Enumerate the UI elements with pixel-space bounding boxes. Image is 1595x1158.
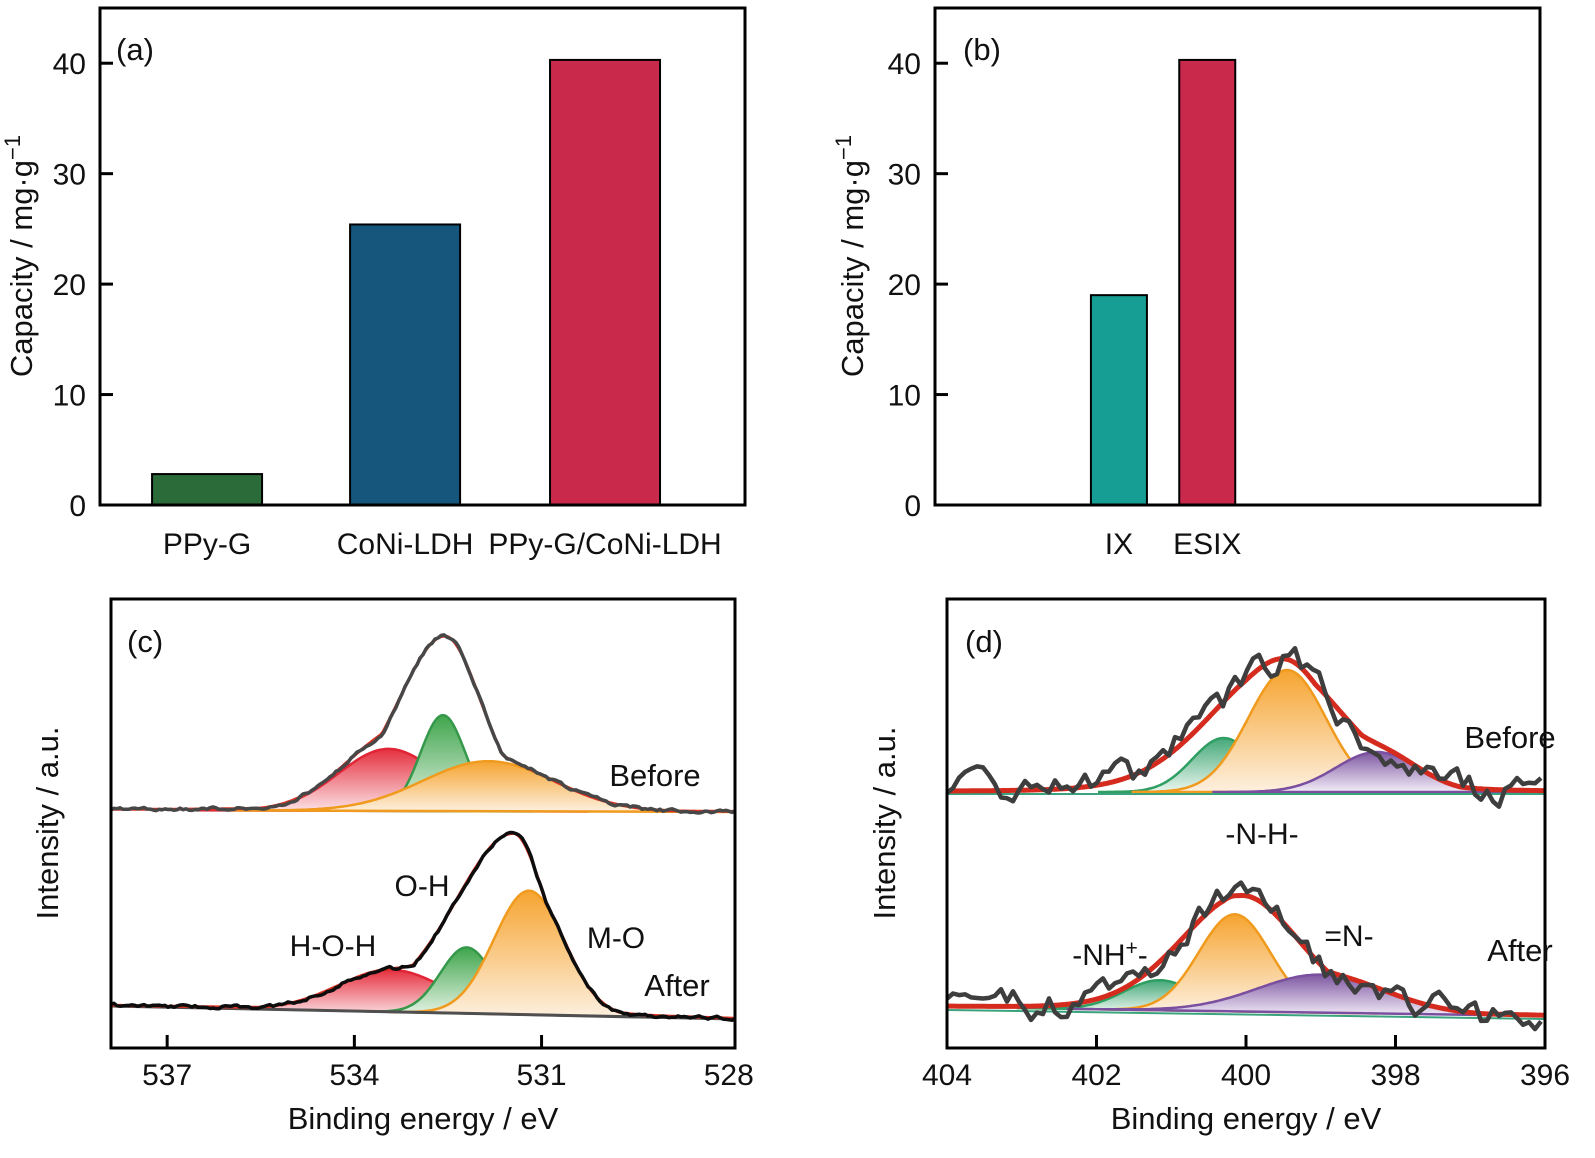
- y-tick-label: 30: [888, 159, 921, 192]
- panel-c-letter: (c): [127, 624, 163, 659]
- panel-c: 537 534 531 528: [109, 597, 754, 1092]
- panel-b-ylabel: Capacity / mg·g−1: [831, 135, 870, 377]
- category-label: CoNi-LDH: [337, 528, 474, 561]
- category-label: PPy-G/CoNi-LDH: [488, 528, 721, 561]
- bar-ESIX: [1178, 58, 1237, 507]
- labels-layer: Capacity / mg·g−1 (a) Capacity / mg·g−1 …: [0, 32, 1556, 1136]
- y-tick-label: 10: [888, 380, 921, 413]
- panel-border: [109, 597, 737, 1050]
- baseline-line: [948, 1009, 1544, 1020]
- annotation-hoh: H-O-H: [290, 930, 377, 963]
- panel-border: [98, 6, 747, 507]
- x-tick-label: 400: [1221, 1059, 1271, 1092]
- y-tick-label: 0: [904, 490, 921, 523]
- y-tick-label: 30: [53, 159, 86, 192]
- measured-line: [948, 880, 1543, 1032]
- y-tick-label: 20: [888, 269, 921, 302]
- x-tick-label: 404: [922, 1059, 972, 1092]
- x-tick-label: 528: [704, 1059, 754, 1092]
- annotation-n-eq: =N-: [1324, 920, 1373, 953]
- label-after-d: After: [1487, 933, 1552, 968]
- panel-a: 0 10 20 30 40 PPy-G CoNi-LDH PPy-G/CoNi-LDH: [53, 6, 747, 561]
- panel-d-ylabel: Intensity / a.u.: [867, 727, 902, 920]
- bar-PPy-G: [151, 473, 264, 507]
- label-after-c: After: [644, 968, 709, 1003]
- panel-b-letter: (b): [963, 32, 1001, 67]
- x-tick-label: 531: [517, 1059, 567, 1092]
- panel-a-letter: (a): [116, 32, 154, 67]
- panel-d-letter: (d): [965, 624, 1003, 659]
- y-tick-label: 20: [53, 269, 86, 302]
- category-label: IX: [1105, 528, 1133, 561]
- y-tick-label: 40: [888, 48, 921, 81]
- panel-a-ylabel: Capacity / mg·g−1: [0, 135, 39, 377]
- category-label: ESIX: [1173, 528, 1241, 561]
- label-before-c: Before: [609, 758, 700, 793]
- bar-IX: [1089, 294, 1148, 506]
- plots-layer: 0 10 20 30 40 PPy-G CoNi-LDH PPy-G/CoNi-LDH 0 10 2…: [53, 6, 1570, 1092]
- annotation-oh: O-H: [395, 870, 450, 903]
- measured-line: [112, 830, 734, 1023]
- panel-border: [933, 6, 1542, 507]
- annotation-nh: -N-H-: [1225, 818, 1298, 851]
- category-label: PPy-G: [163, 528, 251, 561]
- x-tick-label: 537: [142, 1059, 192, 1092]
- label-before-d: Before: [1464, 720, 1555, 755]
- annotation-mo: M-O: [587, 922, 645, 955]
- x-tick-label: 534: [329, 1059, 379, 1092]
- x-tick-label: 396: [1520, 1059, 1570, 1092]
- bar-CoNi-LDH: [349, 223, 462, 507]
- panel-border: [945, 597, 1547, 1050]
- annotation-nh-plus: -NH+-: [1072, 937, 1148, 972]
- measured-line: [948, 645, 1543, 809]
- x-tick-label: 402: [1071, 1059, 1121, 1092]
- x-tick-label: 398: [1370, 1059, 1420, 1092]
- panel-c-xlabel: Binding energy / eV: [288, 1101, 559, 1136]
- panel-b: 0 10 20 30 40 IX ESIX: [888, 6, 1542, 561]
- y-tick-label: 10: [53, 380, 86, 413]
- y-tick-label: 40: [53, 48, 86, 81]
- panel-c-ylabel: Intensity / a.u.: [30, 727, 65, 920]
- y-tick-label: 0: [69, 490, 86, 523]
- bar-PPy-G/CoNi-LDH: [549, 58, 662, 507]
- panel-d-xlabel: Binding energy / eV: [1111, 1101, 1382, 1136]
- measured-line: [112, 633, 734, 815]
- panel-d: 404 402 400 398 396: [922, 597, 1570, 1092]
